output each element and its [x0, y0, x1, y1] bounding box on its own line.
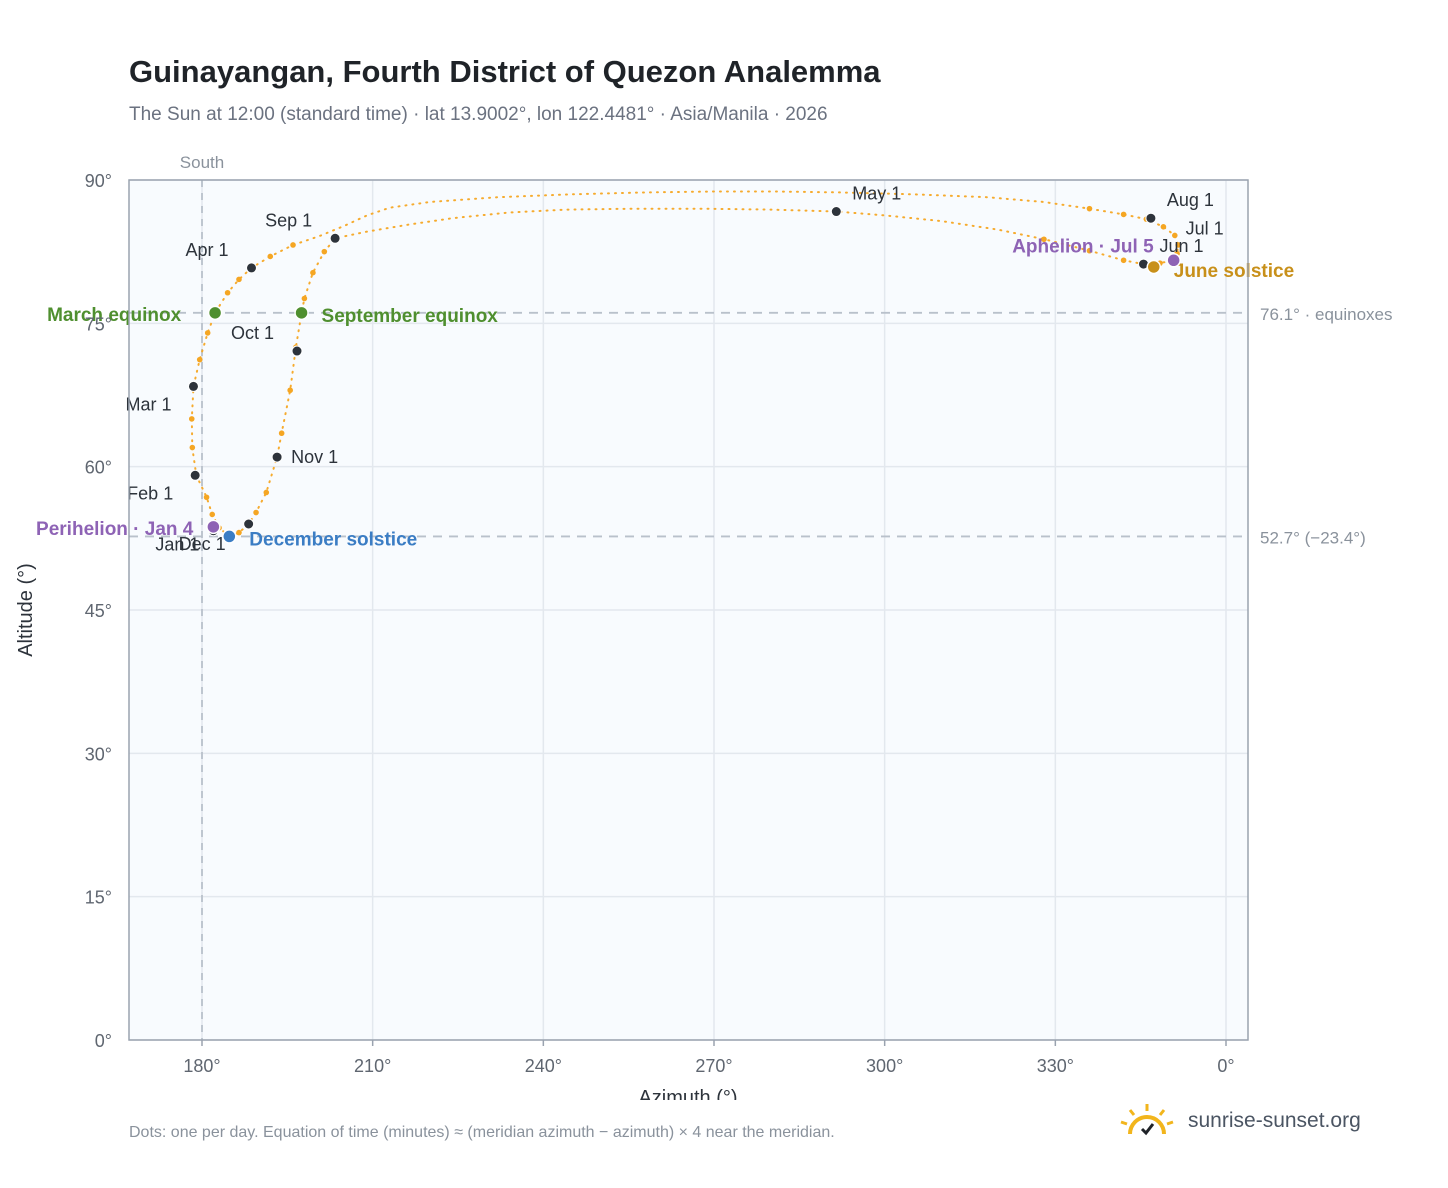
month-marker [291, 345, 303, 357]
x-axis-label: Azimuth (°) [638, 1087, 737, 1100]
event-marker [207, 305, 223, 321]
day-dot [224, 289, 231, 296]
y-tick-label: 30° [85, 744, 112, 764]
month-marker-label: Feb 1 [127, 483, 173, 503]
reference-lines: South 76.1° · equinoxes 52.7° (−23.4°) [129, 153, 1393, 1040]
footnote: Dots: one per day. Equation of time (min… [129, 1124, 835, 1141]
chart-title: Guinayangan, Fourth District of Quezon A… [129, 54, 881, 89]
month-marker [329, 232, 341, 244]
axis-ticks: 0° 15° 30° 45° 60° 75° 90° 180° 210° 240° 270° 300°… [85, 171, 1235, 1076]
event-label: September equinox [322, 306, 499, 327]
y-tick-label: 45° [85, 601, 112, 621]
month-marker-label: Dec 1 [179, 534, 226, 554]
event-label: December solstice [249, 529, 417, 550]
event-marker [222, 529, 237, 544]
day-dot [290, 242, 296, 248]
event-label: Aphelion · Jul 5 [1012, 236, 1154, 257]
event-marker [1166, 253, 1181, 268]
x-tick-label: 240° [525, 1056, 562, 1076]
day-dot [204, 330, 211, 336]
month-marker [1145, 212, 1157, 224]
x-tick-label: 180° [183, 1056, 220, 1076]
month-marker-label: Oct 1 [231, 323, 274, 343]
day-dot [278, 430, 285, 437]
analemma-chart: South 76.1° · equinoxes 52.7° (−23.4°) Jan… [15, 153, 1393, 1100]
brand-logo: sunrise-sunset.org [1118, 1102, 1361, 1140]
day-dot [1120, 257, 1127, 264]
y-tick-label: 0° [95, 1031, 112, 1051]
month-marker-label: Jan 1 [155, 535, 199, 555]
day-dot [1160, 224, 1167, 230]
month-marker-label: Sep 1 [265, 210, 312, 230]
month-marker-label: Nov 1 [291, 447, 338, 467]
plot-frame [128, 179, 1249, 1041]
day-dot [267, 253, 274, 260]
day-dot [263, 489, 270, 496]
day-dot [1041, 236, 1047, 243]
day-dot [1086, 247, 1093, 254]
day-dot [1086, 205, 1093, 212]
day-dot [196, 356, 203, 363]
day-dot [236, 529, 242, 536]
x-tick-label: 210° [354, 1056, 391, 1076]
sun-logo-icon [1120, 1104, 1174, 1136]
month-marker-label: Apr 1 [185, 240, 228, 260]
month-marker [243, 518, 255, 530]
day-dot [310, 269, 316, 276]
month-marker [271, 451, 283, 463]
reference-line-label: 52.7° (−23.4°) [1260, 528, 1366, 547]
event-markers: March equinox September equinox June solst… [36, 236, 1294, 550]
month-marker-label: Jul 1 [1186, 218, 1224, 238]
reference-line-label: 76.1° · equinoxes [1260, 305, 1393, 324]
day-dot [236, 276, 242, 283]
day-dot [321, 248, 328, 255]
month-marker [245, 262, 257, 274]
month-marker [830, 206, 842, 218]
day-dot [189, 444, 196, 451]
event-label: June solstice [1174, 261, 1294, 282]
day-dot [301, 295, 308, 302]
event-marker [294, 305, 309, 321]
y-tick-label: 75° [85, 314, 112, 334]
x-tick-label: 0° [1217, 1056, 1234, 1076]
month-marker-label: Jun 1 [1160, 236, 1204, 256]
day-dot [1172, 232, 1178, 239]
chart-subtitle: The Sun at 12:00 (standard time) · lat 1… [129, 104, 828, 125]
y-tick-label: 90° [85, 171, 112, 191]
x-tick-label: 300° [866, 1056, 903, 1076]
day-dot [203, 494, 210, 501]
brand-name: sunrise-sunset.org [1188, 1109, 1361, 1132]
south-label: South [180, 153, 224, 172]
y-axis-label: Altitude (°) [15, 563, 37, 657]
month-marker [187, 380, 199, 392]
month-marker [189, 469, 201, 481]
day-dot [1120, 211, 1127, 218]
day-dot [253, 509, 259, 516]
day-dot [188, 416, 195, 422]
day-dot [287, 387, 293, 394]
x-tick-label: 330° [1037, 1056, 1074, 1076]
event-label: March equinox [47, 305, 182, 326]
month-marker-label: May 1 [852, 184, 901, 204]
month-marker-label: Aug 1 [1167, 190, 1214, 210]
event-label: Perihelion · Jan 4 [36, 519, 194, 540]
event-marker [1146, 259, 1162, 275]
y-tick-label: 15° [85, 888, 112, 908]
month-marker-label: Mar 1 [125, 394, 171, 414]
day-dot [1175, 242, 1182, 248]
day-dot [209, 511, 216, 518]
x-tick-label: 270° [695, 1056, 732, 1076]
event-marker [206, 519, 221, 535]
y-tick-label: 60° [85, 458, 112, 478]
